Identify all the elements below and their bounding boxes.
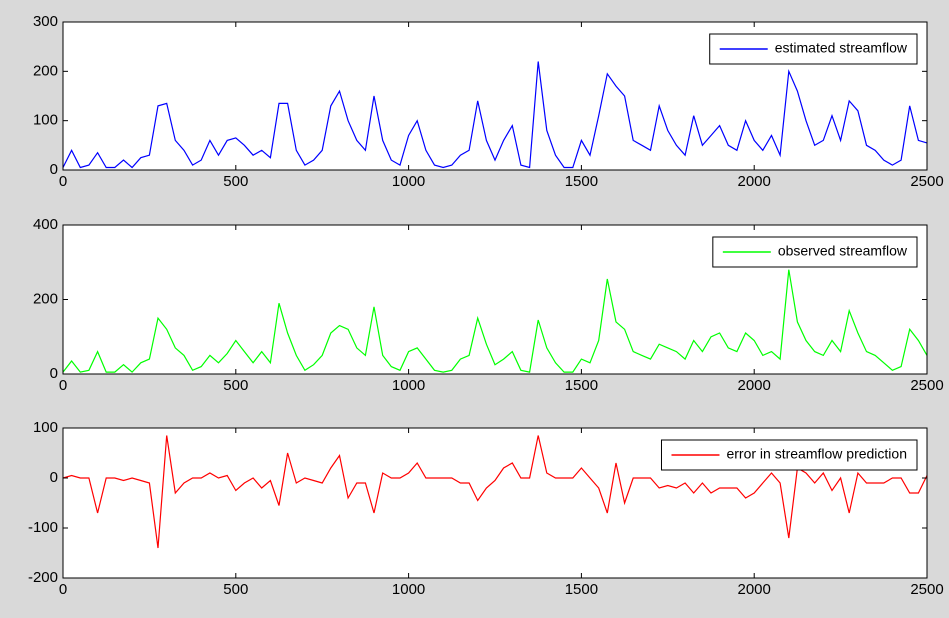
legend-label: observed streamflow [778,243,908,259]
series-group [62,435,928,549]
x-tick-label: 2500 [910,377,943,394]
legend-label: estimated streamflow [775,40,908,56]
x-tick-label: 1500 [565,377,598,394]
x-tick-label: 2000 [738,173,771,190]
x-tick-label: 1500 [565,173,598,190]
x-tick-label: 0 [59,377,67,394]
x-tick-label: 1500 [565,581,598,598]
x-tick-label: 2500 [910,581,943,598]
y-tick-label: 0 [50,161,58,178]
x-tick-label: 2000 [738,377,771,394]
x-tick-label: 500 [223,377,248,394]
x-tick-label: 2000 [738,581,771,598]
data-line [62,61,928,169]
y-tick-label: 200 [33,62,58,79]
y-tick-label: 300 [33,13,58,30]
series-group [62,61,928,169]
data-line [62,435,928,549]
x-tick-label: 1000 [392,173,425,190]
y-tick-label: 0 [50,469,58,486]
axes-frame [62,427,928,579]
y-tick-label: 100 [33,112,58,129]
legend: observed streamflow [712,236,918,268]
y-tick-label: 0 [50,365,58,382]
axes-frame [62,21,928,171]
y-tick-label: 400 [33,216,58,233]
series-group [62,269,928,373]
data-line [62,269,928,373]
x-tick-label: 0 [59,173,67,190]
y-tick-label: 200 [33,290,58,307]
x-tick-label: 2500 [910,173,943,190]
x-tick-label: 1000 [392,377,425,394]
x-tick-label: 1000 [392,581,425,598]
legend: error in streamflow prediction [660,439,918,471]
y-tick-label: -200 [28,569,58,586]
x-tick-label: 500 [223,581,248,598]
legend: estimated streamflow [709,33,918,65]
y-tick-label: 100 [33,419,58,436]
legend-label: error in streamflow prediction [726,446,907,462]
x-tick-label: 0 [59,581,67,598]
x-tick-label: 500 [223,173,248,190]
y-tick-label: -100 [28,519,58,536]
